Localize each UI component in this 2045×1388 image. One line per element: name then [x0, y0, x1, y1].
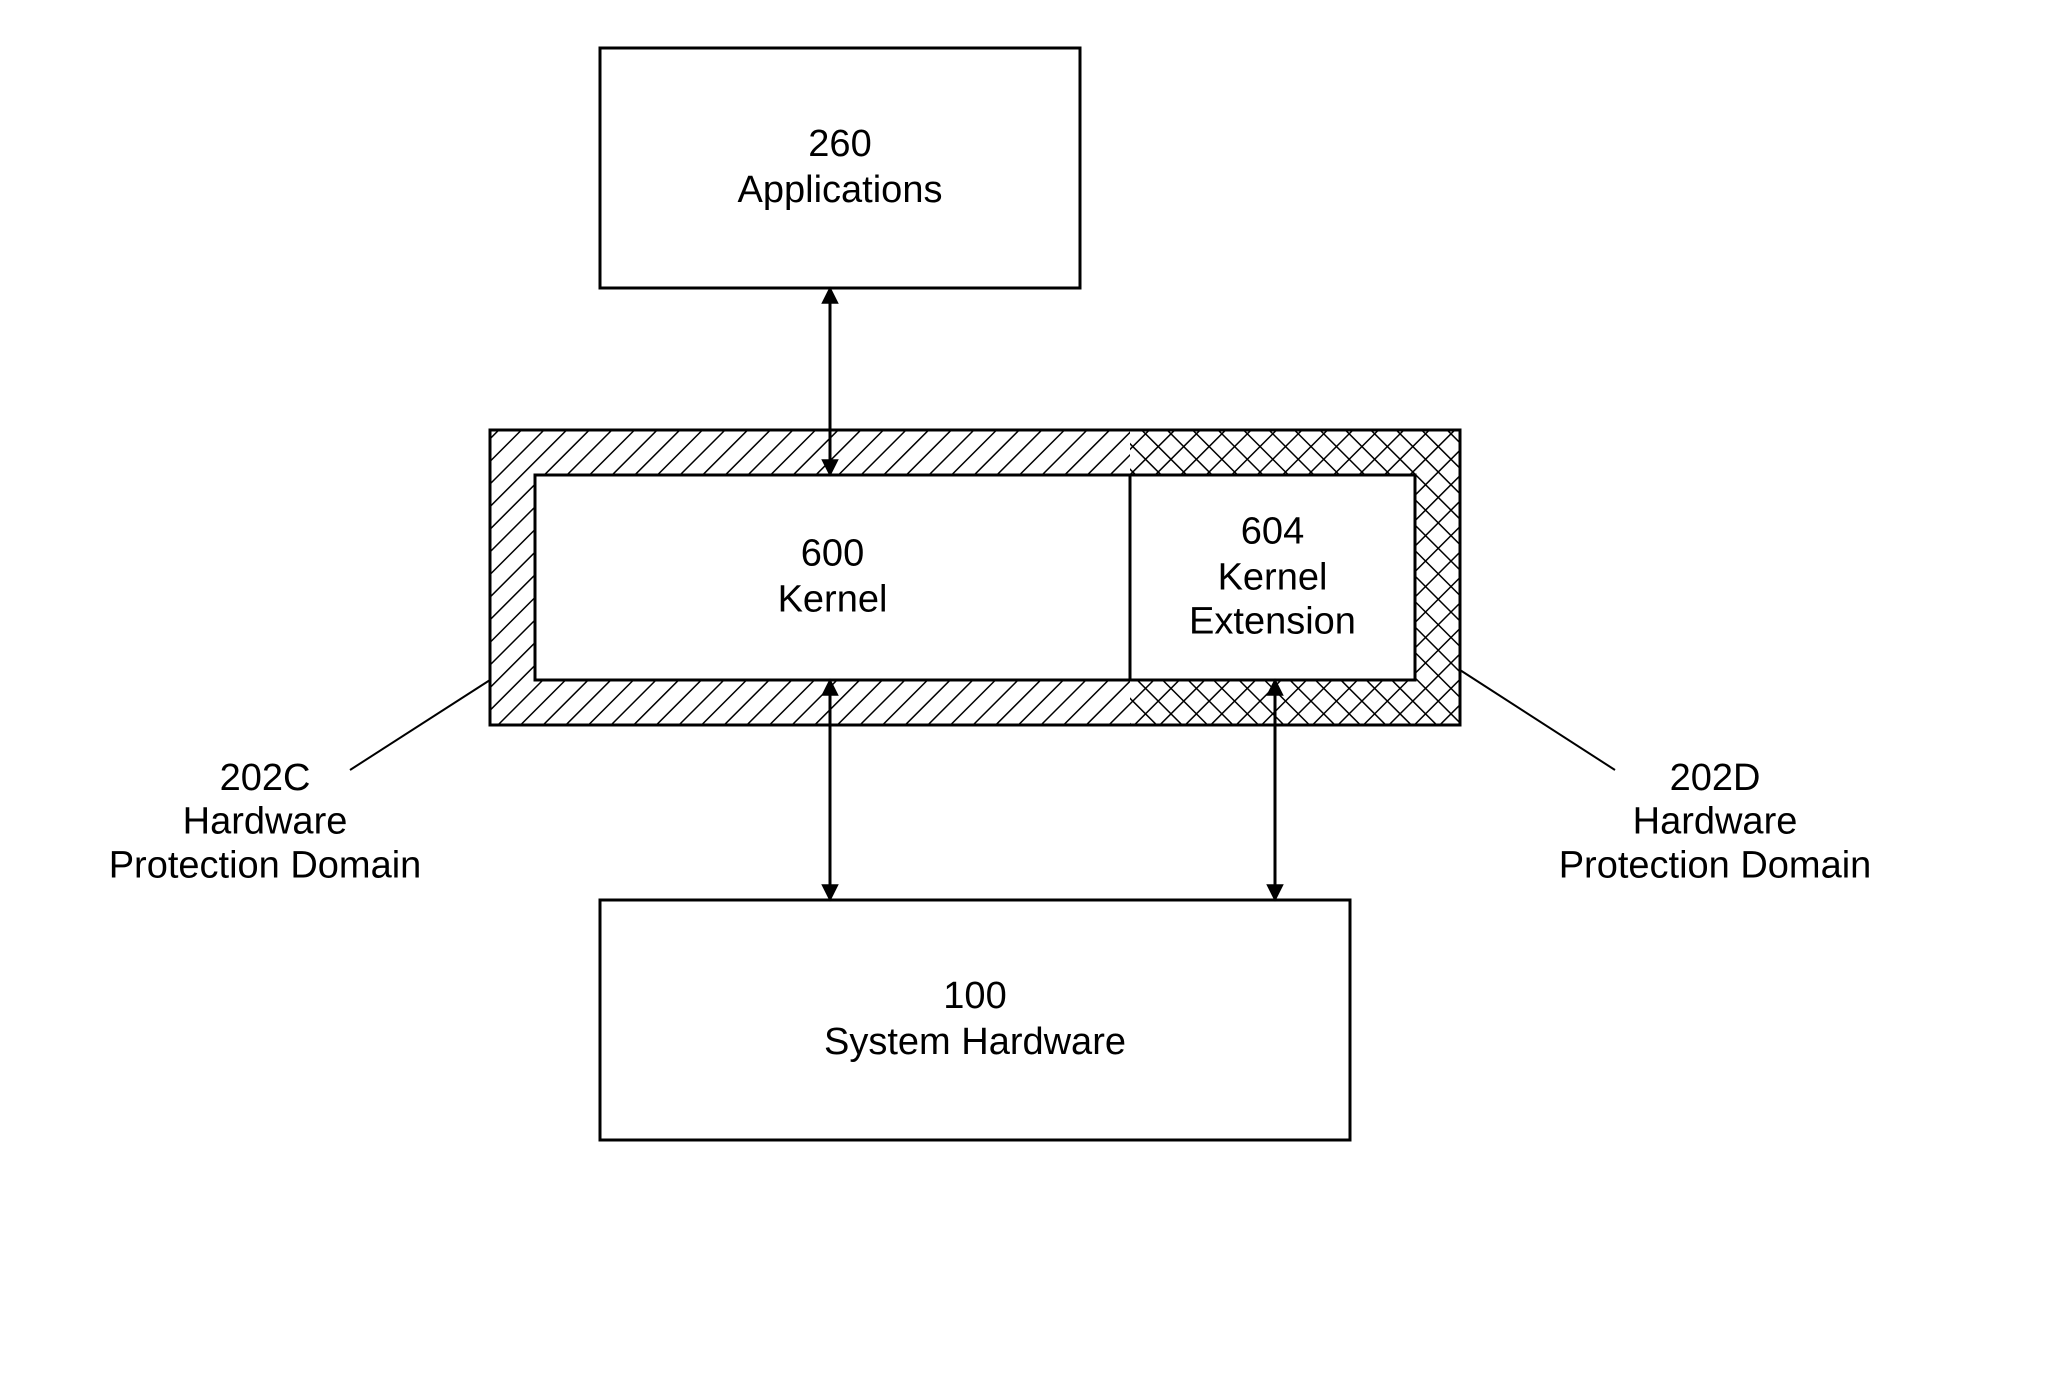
- label-202d-leader: [1460, 670, 1615, 770]
- applications-box: [600, 48, 1080, 288]
- label-202c-line2: Protection Domain: [109, 844, 422, 886]
- label-202d-ref: 202D: [1670, 757, 1761, 799]
- label-202c-ref: 202C: [220, 757, 311, 799]
- extension-label-1: Kernel: [1218, 557, 1328, 599]
- kernel-number: 600: [801, 533, 864, 575]
- label-202d-line1: Hardware: [1633, 801, 1798, 843]
- hardware-label: System Hardware: [824, 1021, 1126, 1063]
- label-202d-line2: Protection Domain: [1559, 844, 1872, 886]
- applications-number: 260: [808, 123, 871, 165]
- kernel-label: Kernel: [778, 579, 888, 621]
- extension-label-2: Extension: [1189, 601, 1356, 643]
- applications-label: Applications: [738, 169, 943, 211]
- hardware-number: 100: [943, 975, 1006, 1017]
- system-hardware-box: [600, 900, 1350, 1140]
- label-202c-line1: Hardware: [183, 801, 348, 843]
- label-202c-leader: [350, 680, 490, 770]
- extension-number: 604: [1241, 511, 1304, 553]
